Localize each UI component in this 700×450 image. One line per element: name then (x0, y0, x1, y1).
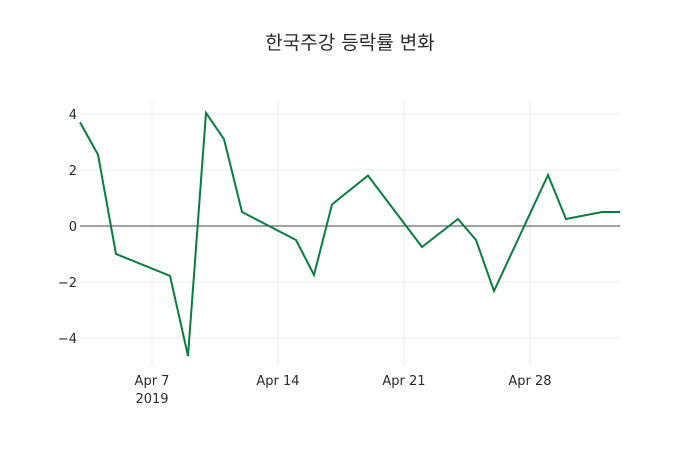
y-tick-label: 4 (69, 108, 77, 123)
y-tick-label: −2 (58, 276, 77, 291)
x-tick-label: Apr 21 (382, 374, 425, 389)
x-axis-ticks: Apr 7 2019 Apr 14 Apr 21 Apr 28 (135, 374, 552, 407)
y-tick-label: 0 (69, 220, 77, 235)
x-tick-year-label: 2019 (135, 392, 168, 407)
chart-title: 한국주강 등락률 변화 (265, 32, 435, 54)
x-tick-label: Apr 7 (135, 374, 170, 389)
y-tick-label: −4 (58, 332, 77, 347)
series-line (79, 109, 620, 357)
y-tick-label: 2 (69, 164, 77, 179)
x-tick-label: Apr 14 (256, 374, 299, 389)
x-tick-label: Apr 28 (508, 374, 551, 389)
grid-lines (80, 100, 620, 366)
y-axis-ticks: −4 −2 0 2 4 (58, 108, 77, 347)
